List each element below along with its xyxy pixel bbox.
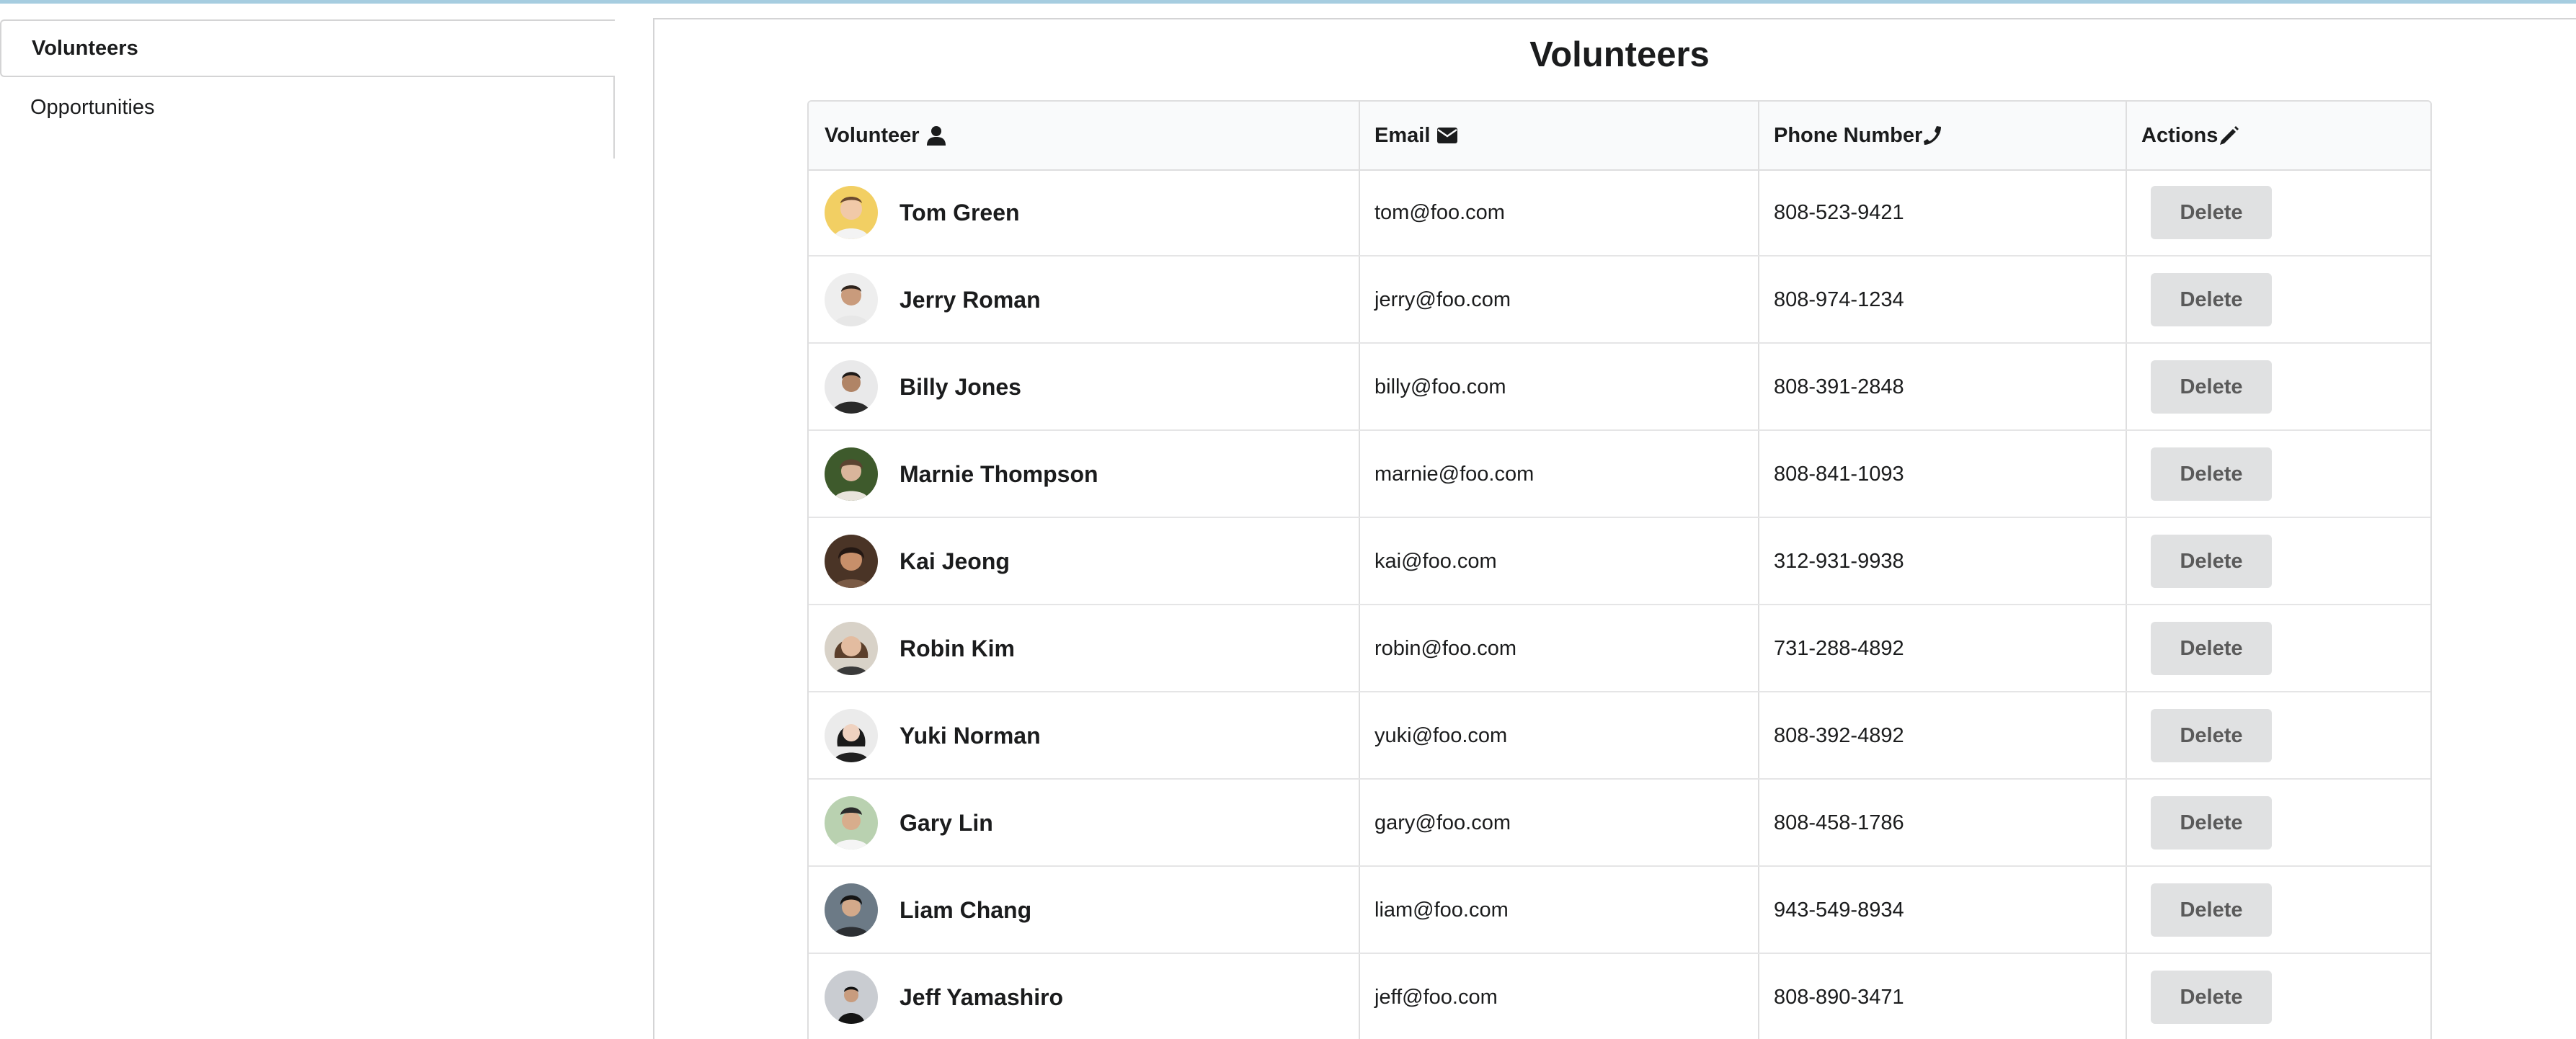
column-divider [1359, 102, 1360, 1039]
volunteers-table: Volunteer Email Phone Number Actions [807, 100, 2432, 1039]
table-row: Jeff Yamashiro jeff@foo.com 808-890-3471… [809, 954, 2430, 1039]
avatar [825, 360, 878, 414]
delete-button[interactable]: Delete [2151, 447, 2272, 501]
avatar [825, 447, 878, 501]
table-header: Volunteer Email Phone Number Actions [809, 102, 2430, 171]
column-header-label: Email [1374, 123, 1431, 147]
delete-button[interactable]: Delete [2151, 535, 2272, 588]
page-title: Volunteers [1529, 35, 1710, 74]
pencil-icon [2220, 126, 2239, 145]
column-header-phone: Phone Number [1774, 102, 1942, 169]
delete-button[interactable]: Delete [2151, 796, 2272, 850]
volunteer-email: kai@foo.com [1374, 550, 1497, 573]
table-row: Kai Jeong kai@foo.com 312-931-9938 Delet… [809, 518, 2430, 605]
delete-button[interactable]: Delete [2151, 883, 2272, 937]
volunteer-email: tom@foo.com [1374, 201, 1505, 224]
volunteer-name: Kai Jeong [900, 548, 1010, 574]
table-row: Marnie Thompson marnie@foo.com 808-841-1… [809, 431, 2430, 518]
avatar [825, 535, 878, 588]
column-divider [2126, 102, 2127, 1039]
volunteer-phone: 808-890-3471 [1774, 986, 1904, 1009]
volunteer-name: Gary Lin [900, 810, 993, 836]
table-row: Robin Kim robin@foo.com 731-288-4892 Del… [809, 605, 2430, 692]
volunteer-email: robin@foo.com [1374, 637, 1517, 660]
volunteer-phone: 808-523-9421 [1774, 201, 1904, 224]
volunteer-email: gary@foo.com [1374, 811, 1511, 834]
top-accent-strip [0, 0, 2576, 4]
table-row: Yuki Norman yuki@foo.com 808-392-4892 De… [809, 692, 2430, 780]
envelope-icon [1437, 128, 1458, 143]
volunteer-name: Robin Kim [900, 636, 1015, 661]
table-row: Jerry Roman jerry@foo.com 808-974-1234 D… [809, 257, 2430, 344]
volunteer-phone: 731-288-4892 [1774, 637, 1904, 660]
volunteer-email: jerry@foo.com [1374, 288, 1511, 311]
volunteer-phone: 312-931-9938 [1774, 550, 1904, 573]
content-panel-top-border [654, 18, 2576, 19]
volunteer-name: Tom Green [900, 200, 1020, 226]
column-divider [1758, 102, 1759, 1039]
avatar [825, 622, 878, 675]
table-row: Gary Lin gary@foo.com 808-458-1786 Delet… [809, 780, 2430, 867]
volunteer-email: yuki@foo.com [1374, 724, 1508, 747]
avatar [825, 273, 878, 326]
volunteer-phone: 808-392-4892 [1774, 724, 1904, 747]
avatar [825, 709, 878, 762]
volunteer-name: Marnie Thompson [900, 461, 1098, 487]
column-header-label: Phone Number [1774, 123, 1923, 147]
avatar [825, 796, 878, 850]
volunteer-phone: 943-549-8934 [1774, 898, 1904, 922]
sidebar-item-label: Opportunities [30, 96, 155, 119]
user-icon [926, 126, 946, 146]
delete-button[interactable]: Delete [2151, 709, 2272, 762]
table-row: Liam Chang liam@foo.com 943-549-8934 Del… [809, 867, 2430, 954]
column-header-volunteer: Volunteer [825, 102, 946, 169]
column-header-label: Actions [2141, 123, 2219, 147]
avatar [825, 971, 878, 1024]
delete-button[interactable]: Delete [2151, 273, 2272, 326]
phone-icon [1924, 126, 1942, 145]
volunteer-email: billy@foo.com [1374, 375, 1506, 398]
delete-button[interactable]: Delete [2151, 622, 2272, 675]
volunteer-phone: 808-841-1093 [1774, 463, 1904, 486]
volunteer-name: Liam Chang [900, 897, 1032, 923]
column-header-email: Email [1374, 102, 1458, 169]
table-row: Tom Green tom@foo.com 808-523-9421 Delet… [809, 169, 2430, 257]
avatar [825, 883, 878, 937]
volunteer-phone: 808-974-1234 [1774, 288, 1904, 311]
volunteer-phone: 808-458-1786 [1774, 811, 1904, 834]
delete-button[interactable]: Delete [2151, 186, 2272, 239]
content-panel-left-border [653, 18, 654, 1039]
volunteer-phone: 808-391-2848 [1774, 375, 1904, 398]
volunteer-name: Jerry Roman [900, 287, 1041, 313]
sidebar-item-volunteers[interactable]: Volunteers [0, 19, 615, 77]
volunteer-email: liam@foo.com [1374, 898, 1509, 922]
delete-button[interactable]: Delete [2151, 360, 2272, 414]
volunteer-name: Jeff Yamashiro [900, 984, 1064, 1010]
volunteer-email: jeff@foo.com [1374, 986, 1498, 1009]
volunteer-name: Yuki Norman [900, 723, 1041, 749]
avatar [825, 186, 878, 239]
sidebar-item-label: Volunteers [32, 37, 138, 60]
delete-button[interactable]: Delete [2151, 971, 2272, 1024]
sidebar-item-opportunities[interactable]: Opportunities [0, 77, 615, 159]
column-header-label: Volunteer [825, 123, 920, 147]
volunteer-email: marnie@foo.com [1374, 463, 1535, 486]
volunteer-name: Billy Jones [900, 374, 1021, 400]
table-row: Billy Jones billy@foo.com 808-391-2848 D… [809, 344, 2430, 431]
column-header-actions: Actions [2141, 102, 2239, 169]
